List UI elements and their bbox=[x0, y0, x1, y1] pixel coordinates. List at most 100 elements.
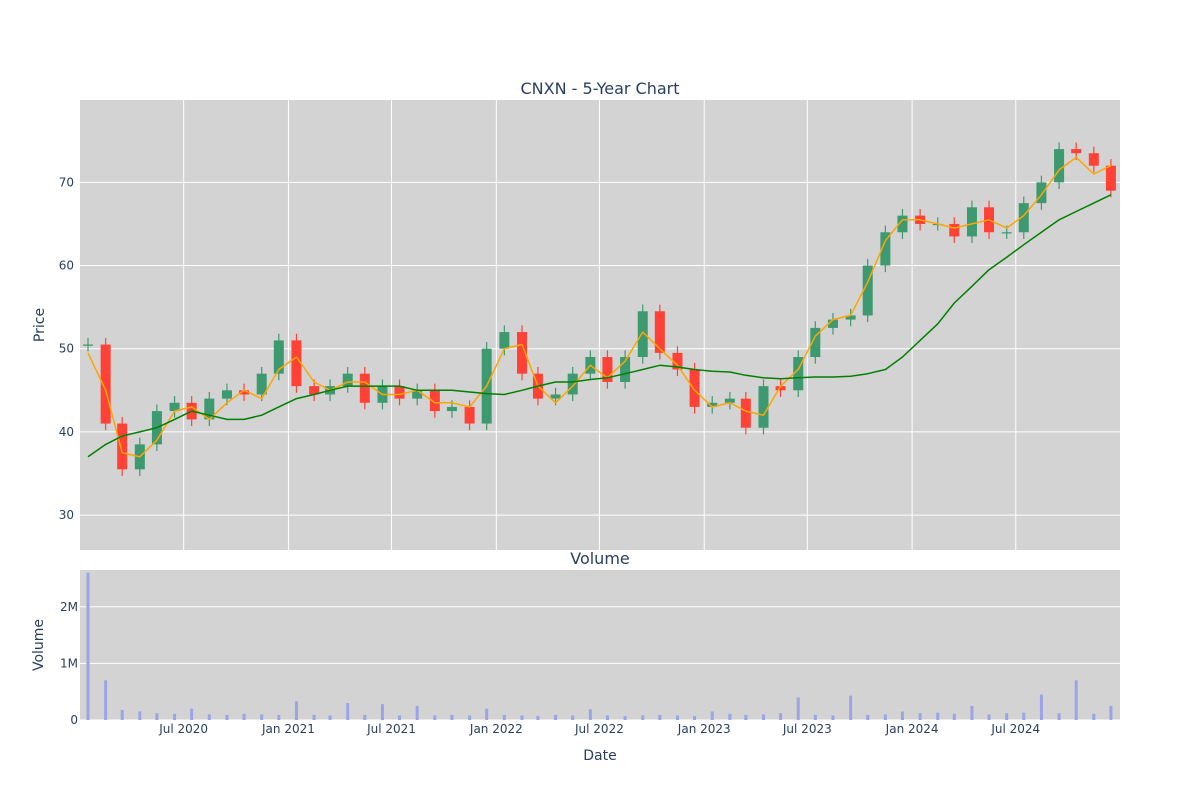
volume-bar bbox=[675, 715, 679, 720]
candle-body bbox=[827, 319, 838, 328]
price-y-tick-label: 50 bbox=[59, 342, 74, 356]
volume-bar bbox=[710, 711, 714, 720]
volume-x-ticks: Jul 2020 Jan 2021 Jul 2021 Jan 2022 Jul 2022… bbox=[158, 722, 1040, 736]
candle-body bbox=[620, 357, 631, 382]
x-axis-title: Date bbox=[583, 748, 616, 764]
candle-body bbox=[516, 332, 527, 374]
volume-bar bbox=[1057, 713, 1061, 720]
volume-bar bbox=[1092, 713, 1096, 720]
price-lines bbox=[87, 156, 1112, 458]
price-y-tick-label: 30 bbox=[59, 508, 74, 522]
candle-body bbox=[672, 352, 683, 370]
volume-y-ticks: 0 1M 2M bbox=[60, 600, 78, 727]
candle-body bbox=[740, 398, 751, 428]
volume-bar bbox=[779, 713, 783, 720]
volume-y-tick-label: 0 bbox=[70, 713, 78, 727]
candle-body bbox=[1018, 203, 1029, 233]
volume-bar bbox=[987, 714, 991, 720]
volume-bar bbox=[744, 714, 748, 720]
candle-body bbox=[394, 386, 405, 399]
x-tick-label: Jul 2024 bbox=[990, 722, 1040, 736]
volume-bar bbox=[1109, 705, 1113, 720]
volume-bar bbox=[849, 695, 853, 720]
candle-body bbox=[117, 423, 128, 470]
candle-body bbox=[567, 373, 578, 395]
volume-bar bbox=[155, 713, 159, 720]
price-y-tick-label: 60 bbox=[59, 259, 74, 273]
candle-body bbox=[949, 223, 960, 237]
x-tick-label: Jan 2021 bbox=[261, 722, 315, 736]
candle-body bbox=[862, 265, 873, 316]
candle-body bbox=[758, 386, 769, 428]
volume-bar bbox=[813, 714, 817, 720]
candle-body bbox=[100, 344, 111, 424]
volume-bar bbox=[900, 711, 904, 720]
volume-bar bbox=[866, 714, 870, 720]
volume-y-axis-title: Volume bbox=[31, 619, 47, 671]
candle-body bbox=[256, 373, 267, 395]
volume-bar bbox=[104, 680, 108, 720]
volume-bar bbox=[623, 716, 627, 720]
volume-bar bbox=[588, 709, 592, 720]
price-grid bbox=[80, 100, 1120, 550]
price-y-tick-label: 40 bbox=[59, 425, 74, 439]
x-tick-label: Jan 2023 bbox=[677, 722, 731, 736]
volume-bar bbox=[1005, 713, 1009, 720]
candle-body bbox=[273, 340, 284, 374]
candle-body bbox=[775, 386, 786, 391]
price-y-axis-title: Price bbox=[32, 308, 48, 342]
x-tick-label: Jan 2022 bbox=[469, 722, 523, 736]
volume-bar bbox=[1022, 712, 1026, 720]
candle-body bbox=[793, 357, 804, 391]
candle-body bbox=[845, 315, 856, 320]
candle-body bbox=[689, 369, 700, 407]
volume-bar bbox=[936, 712, 940, 720]
volume-bar bbox=[346, 703, 350, 720]
candle-body bbox=[221, 390, 232, 399]
candle-body bbox=[1054, 149, 1065, 183]
candle-body bbox=[359, 373, 370, 403]
candle-body bbox=[637, 311, 648, 358]
volume-bar bbox=[86, 572, 90, 720]
candle-body bbox=[342, 373, 353, 387]
volume-bars bbox=[86, 572, 1113, 720]
volume-bar bbox=[207, 714, 211, 720]
price-plot-area bbox=[80, 100, 1120, 550]
volume-bar bbox=[294, 701, 298, 720]
candle-body bbox=[239, 390, 250, 395]
volume-bar bbox=[398, 715, 402, 720]
candle-body bbox=[446, 406, 457, 412]
ma-short-line bbox=[87, 156, 1112, 458]
volume-bar bbox=[918, 713, 922, 720]
volume-bar bbox=[415, 705, 419, 720]
volume-bar bbox=[190, 708, 194, 720]
volume-bar bbox=[433, 715, 437, 720]
volume-bar bbox=[831, 715, 835, 720]
volume-bar bbox=[485, 708, 489, 720]
candle-body bbox=[707, 402, 718, 407]
volume-bar bbox=[970, 705, 974, 720]
volume-bar bbox=[1039, 694, 1043, 720]
candle-body bbox=[204, 398, 215, 420]
x-tick-label: Jul 2022 bbox=[574, 722, 624, 736]
volume-y-tick-label: 2M bbox=[60, 600, 78, 614]
candle-body bbox=[83, 344, 93, 346]
volume-bar bbox=[796, 697, 800, 720]
volume-bar bbox=[312, 714, 316, 720]
volume-bar bbox=[468, 715, 472, 720]
x-tick-label: Jul 2020 bbox=[158, 722, 208, 736]
volume-chart-title: Volume bbox=[570, 549, 630, 568]
volume-bar bbox=[693, 716, 697, 720]
candle-body bbox=[1071, 149, 1082, 154]
volume-bar bbox=[536, 716, 540, 720]
volume-bar bbox=[242, 713, 246, 720]
volume-bar bbox=[605, 715, 609, 720]
candle-body bbox=[654, 311, 665, 353]
volume-bar bbox=[728, 713, 732, 720]
volume-bar bbox=[225, 714, 229, 720]
volume-bar bbox=[173, 713, 177, 720]
x-tick-label: Jul 2021 bbox=[366, 722, 416, 736]
volume-bar bbox=[520, 715, 524, 720]
volume-grid bbox=[80, 606, 1120, 721]
